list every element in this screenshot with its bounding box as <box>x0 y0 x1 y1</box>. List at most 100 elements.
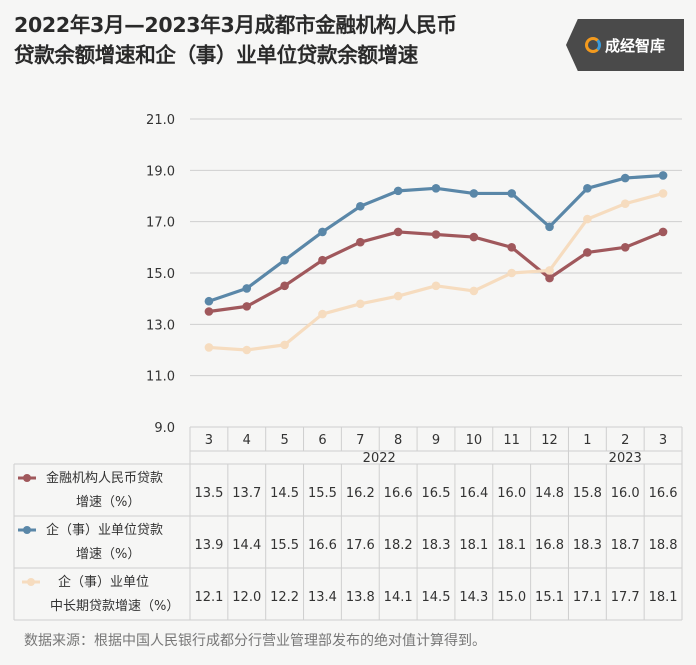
x-tick-label-7: 10 <box>466 433 483 448</box>
series-2-value-12: 18.8 <box>649 538 678 553</box>
series-2-value-10: 18.3 <box>573 538 602 553</box>
legend-label-2-line-1: 企（事）业单位贷款 <box>46 522 163 538</box>
series-1-point-2 <box>280 281 289 291</box>
series-2-value-8: 18.1 <box>497 538 526 553</box>
series-1-point-10 <box>583 248 592 257</box>
series-3-point-7 <box>469 286 479 296</box>
series-2-point-6 <box>431 184 441 193</box>
series-3-value-12: 18.1 <box>649 590 678 605</box>
legend-label-1-line-1: 金融机构人民币贷款 <box>46 470 163 486</box>
series-3-point-10 <box>583 214 592 224</box>
series-2-point-5 <box>393 186 403 196</box>
series-2-point-10 <box>583 184 592 193</box>
brand-logo: 成经智库 <box>566 19 684 71</box>
y-tick-label-3: 15.0 <box>146 267 175 282</box>
logo-icon <box>584 37 601 53</box>
series-3-value-0: 12.1 <box>194 590 223 605</box>
series-1-value-0: 13.5 <box>194 486 223 501</box>
series-2-point-7 <box>469 189 479 198</box>
series-3-point-0 <box>204 343 214 352</box>
logo-text: 成经智库 <box>604 36 665 55</box>
series-2-value-3: 16.6 <box>308 538 337 553</box>
legend-key-marker-3 <box>27 578 35 586</box>
series-3-point-1 <box>242 345 252 355</box>
x-tick-label-2: 5 <box>280 433 288 448</box>
series-1-value-6: 16.5 <box>422 486 451 501</box>
series-3-point-2 <box>280 340 289 350</box>
x-tick-label-10: 1 <box>583 433 591 448</box>
series-3-point-11 <box>620 199 630 208</box>
series-1-point-8 <box>507 243 516 252</box>
series-line-3 <box>208 191 664 352</box>
series-3-point-12 <box>658 189 668 198</box>
year-label-2022: 2022 <box>363 451 396 466</box>
series-2-value-4: 17.6 <box>346 538 375 553</box>
chart-title: 2022年3月—2023年3月成都市金融机构人民币 贷款余额增速和企（事）业单位… <box>14 10 554 70</box>
series-1-point-5 <box>393 227 403 237</box>
series-3-value-7: 14.3 <box>459 590 488 605</box>
series-2-value-0: 13.9 <box>194 538 223 553</box>
series-3-point-5 <box>393 291 403 301</box>
series-2-point-2 <box>280 255 289 265</box>
series-1-value-11: 16.0 <box>611 486 640 501</box>
series-3-value-3: 13.4 <box>308 590 337 605</box>
series-3-value-2: 12.2 <box>270 590 299 605</box>
series-1-value-7: 16.4 <box>459 486 488 501</box>
data-source-note: 数据来源：根据中国人民银行成都分行营业管理部发布的绝对值计算得到。 <box>24 633 486 649</box>
series-3-value-5: 14.1 <box>384 590 413 605</box>
series-1-value-3: 15.5 <box>308 486 337 501</box>
series-2-value-9: 16.8 <box>535 538 564 553</box>
series-3-value-1: 12.0 <box>232 590 261 605</box>
y-tick-label-5: 19.0 <box>146 164 175 179</box>
series-2-point-4 <box>356 201 365 211</box>
series-2-point-9 <box>545 222 554 232</box>
x-tick-label-9: 12 <box>541 433 558 448</box>
x-tick-label-1: 4 <box>243 433 251 448</box>
x-tick-label-12: 3 <box>659 433 667 448</box>
series-3-point-9 <box>545 266 554 275</box>
series-3-point-4 <box>356 299 365 309</box>
x-tick-label-4: 7 <box>356 433 364 448</box>
y-tick-label-1: 11.0 <box>146 370 175 385</box>
x-tick-label-0: 3 <box>205 433 213 448</box>
series-2-value-5: 18.2 <box>384 538 413 553</box>
series-1-value-2: 14.5 <box>270 486 299 501</box>
title-line-2: 贷款余额增速和企（事）业单位贷款余额增速 <box>14 43 418 67</box>
legend-key-marker-1 <box>23 474 31 482</box>
y-tick-label-4: 17.0 <box>146 216 175 231</box>
series-2-point-8 <box>507 189 516 198</box>
series-2-point-0 <box>204 296 214 306</box>
series-1-point-9 <box>545 273 554 283</box>
series-1-point-12 <box>658 227 668 237</box>
series-3-point-3 <box>318 309 327 319</box>
x-tick-label-6: 9 <box>432 433 440 448</box>
series-3-value-11: 17.7 <box>611 590 640 605</box>
series-3-value-6: 14.5 <box>422 590 451 605</box>
series-1-value-12: 16.6 <box>649 486 678 501</box>
series-2-point-3 <box>318 227 327 237</box>
series-1-value-9: 14.8 <box>535 486 564 501</box>
legend-label-3-line-2: 中长期贷款增速（%） <box>50 599 179 614</box>
series-3-value-9: 15.1 <box>535 590 564 605</box>
series-1-point-0 <box>204 307 214 316</box>
series-1-value-8: 16.0 <box>497 486 526 501</box>
series-2-value-7: 18.1 <box>459 538 488 553</box>
series-1-value-5: 16.6 <box>384 486 413 501</box>
series-2-point-11 <box>620 173 630 183</box>
legend-label-3-line-1: 企（事）业单位 <box>58 574 149 590</box>
series-2-value-11: 18.7 <box>611 538 640 553</box>
y-tick-label-2: 13.0 <box>146 318 175 333</box>
year-label-2023: 2023 <box>609 451 642 466</box>
series-1-point-4 <box>356 237 365 247</box>
legend-key-marker-2 <box>23 526 31 534</box>
series-3-value-4: 13.8 <box>346 590 375 605</box>
series-2-point-1 <box>242 284 252 293</box>
series-2-point-12 <box>658 171 668 180</box>
series-3-point-6 <box>431 281 441 291</box>
series-line-1 <box>208 230 664 314</box>
series-3-point-8 <box>507 268 516 278</box>
series-2-value-2: 15.5 <box>270 538 299 553</box>
series-1-point-3 <box>318 255 327 265</box>
series-3-value-8: 15.0 <box>497 590 526 605</box>
